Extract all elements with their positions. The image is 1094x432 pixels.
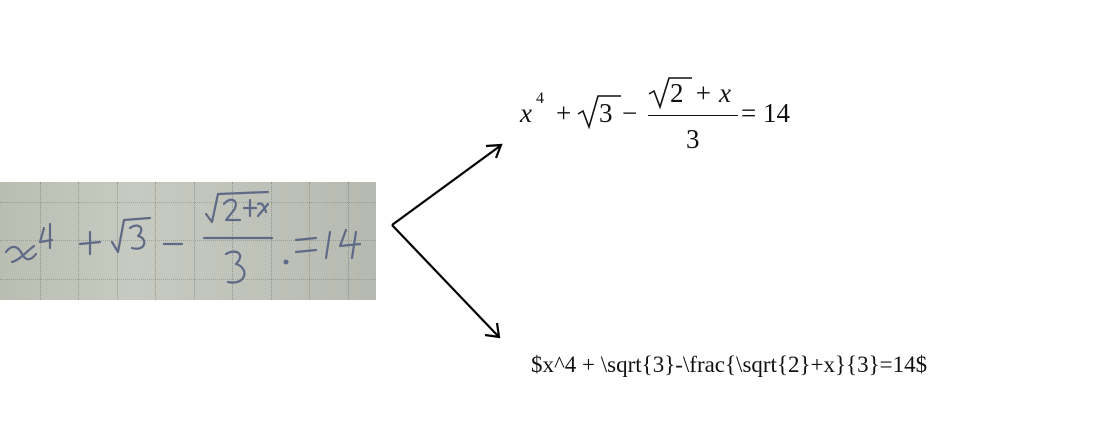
formula-variable-x: x xyxy=(520,98,532,128)
numerator-radicand: 2 xyxy=(670,78,684,108)
formula-minus: − xyxy=(622,98,638,128)
fraction-bar xyxy=(648,115,738,116)
sqrt-sign-icon xyxy=(577,95,621,130)
branch-arrows xyxy=(391,143,503,339)
handwritten-strokes xyxy=(4,190,362,284)
latex-source: $x^4 + \sqrt{3}-\frac{\sqrt{2}+x}{3}=14$ xyxy=(531,352,928,377)
denominator: 3 xyxy=(686,124,700,154)
formula-plus: + xyxy=(556,98,572,128)
sqrt-sign-icon xyxy=(648,77,692,110)
equals-result: = 14 xyxy=(741,98,790,128)
numerator-rest: + x xyxy=(694,78,731,108)
handwritten-formula-photo xyxy=(0,182,376,300)
sqrt-radicand: 3 xyxy=(599,98,613,128)
arrow-down-right-icon xyxy=(391,224,501,339)
formula-exponent: 4 xyxy=(536,90,544,107)
arrow-up-right-icon xyxy=(391,143,503,226)
